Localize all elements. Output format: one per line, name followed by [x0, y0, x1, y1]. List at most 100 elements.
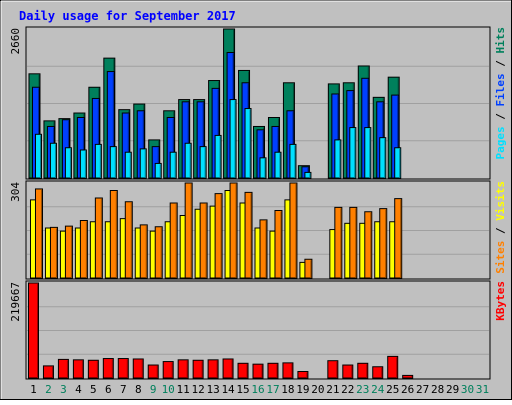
bar-fill — [57, 358, 69, 379]
bar-pages-day-9 — [154, 162, 162, 179]
x-tick-label-day-21: 21 — [326, 383, 339, 396]
bar-sites-day-17 — [274, 210, 283, 279]
bar-fill — [132, 358, 144, 379]
bar-fill — [289, 182, 298, 279]
bar-fill — [94, 143, 102, 179]
x-tick-label-day-7: 7 — [120, 383, 127, 396]
bar-fill — [199, 202, 208, 279]
bar-pages-day-10 — [169, 151, 177, 179]
bar-kbytes-day-9 — [147, 364, 159, 379]
bar-fill — [177, 359, 189, 379]
bar-kbytes-day-8 — [132, 358, 144, 379]
bar-kbytes-day-1 — [27, 282, 39, 379]
legend-hits: Hits — [494, 27, 507, 54]
x-tick-label-day-2: 2 — [45, 383, 52, 396]
x-tick-label-day-17: 17 — [266, 383, 279, 396]
bar-pages-day-1 — [34, 133, 42, 179]
legend-kbytes: KBytes — [494, 281, 507, 321]
bar-sites-day-25 — [394, 198, 403, 279]
x-tick-label-day-28: 28 — [431, 383, 444, 396]
bar-fill — [304, 171, 312, 179]
bar-kbytes-day-22 — [342, 364, 354, 379]
bar-pages-day-21 — [334, 139, 342, 179]
bar-pages-day-22 — [349, 127, 357, 179]
bar-fill — [357, 362, 369, 379]
panel-max-label: 2660 — [9, 28, 22, 55]
x-tick-label-day-9: 9 — [150, 383, 157, 396]
bar-fill — [207, 359, 219, 379]
bar-kbytes-day-25 — [387, 355, 399, 379]
bar-kbytes-day-26 — [402, 374, 414, 379]
bar-sites-day-9 — [154, 226, 163, 279]
x-tick-label-day-10: 10 — [162, 383, 175, 396]
bar-fill — [229, 99, 237, 179]
bar-fill — [349, 206, 358, 279]
bar-fill — [274, 210, 283, 279]
panel-legend: KBytes — [494, 281, 507, 321]
bar-fill — [199, 146, 207, 179]
bar-kbytes-day-19 — [297, 371, 309, 379]
x-tick-label-day-14: 14 — [221, 383, 235, 396]
bar-sites-day-4 — [79, 220, 88, 279]
bar-fill — [259, 219, 268, 279]
bar-fill — [259, 157, 267, 179]
bar-fill — [334, 206, 343, 279]
bar-fill — [184, 142, 192, 179]
x-tick-label-day-27: 27 — [416, 383, 429, 396]
bar-fill — [327, 360, 339, 379]
x-tick-label-day-3: 3 — [60, 383, 67, 396]
legend-/: / — [494, 54, 507, 74]
bar-fill — [214, 193, 223, 279]
bar-sites-day-13 — [214, 193, 223, 279]
legend-pages: Pages — [494, 126, 507, 159]
bar-fill — [184, 182, 193, 279]
bar-kbytes-day-6 — [102, 358, 114, 379]
bar-fill — [139, 148, 147, 179]
bar-pages-day-7 — [124, 151, 132, 179]
bar-kbytes-day-4 — [72, 359, 84, 379]
bar-fill — [244, 108, 252, 179]
bar-fill — [402, 374, 414, 379]
bar-fill — [379, 208, 388, 279]
x-tick-label-day-13: 13 — [206, 383, 219, 396]
bar-fill — [237, 362, 249, 379]
bar-pages-day-19 — [304, 171, 312, 179]
bar-fill — [169, 151, 177, 179]
bar-pages-day-4 — [79, 149, 87, 179]
bar-fill — [34, 188, 43, 279]
panel-max-label: 304 — [9, 182, 22, 202]
bar-fill — [297, 371, 309, 379]
bar-pages-day-13 — [214, 134, 222, 179]
panel-max-label: 219667 — [9, 282, 22, 322]
legend-/: / — [494, 221, 507, 241]
bar-sites-day-15 — [244, 191, 253, 279]
bar-sites-day-6 — [109, 190, 118, 279]
bar-pages-day-25 — [394, 147, 402, 179]
chart-panels: 2660 Pages / Files / Hits 304 Sites / Visit… — [9, 26, 507, 380]
bar-pages-day-8 — [139, 148, 147, 179]
bar-fill — [109, 190, 118, 279]
bar-fill — [147, 364, 159, 379]
legend-visits: Visits — [494, 181, 507, 221]
bar-fill — [244, 191, 253, 279]
bar-sites-day-23 — [364, 211, 373, 279]
x-tick-label-day-29: 29 — [446, 383, 459, 396]
bar-fill — [124, 201, 133, 279]
bar-sites-day-22 — [349, 206, 358, 279]
legend-/: / — [494, 107, 507, 127]
bar-sites-day-14 — [229, 182, 238, 279]
x-tick-label-day-12: 12 — [192, 383, 205, 396]
x-tick-label-day-25: 25 — [386, 383, 399, 396]
bar-fill — [49, 142, 57, 179]
bar-kbytes-day-10 — [162, 361, 174, 379]
bar-fill — [34, 133, 42, 179]
x-tick-label-day-18: 18 — [281, 383, 294, 396]
bar-fill — [282, 362, 294, 379]
x-tick-label-day-19: 19 — [296, 383, 309, 396]
bar-sites-day-2 — [49, 226, 58, 279]
bar-kbytes-day-15 — [237, 362, 249, 379]
bar-kbytes-day-3 — [57, 358, 69, 379]
bar-sites-day-12 — [199, 202, 208, 279]
bar-fill — [49, 226, 58, 279]
